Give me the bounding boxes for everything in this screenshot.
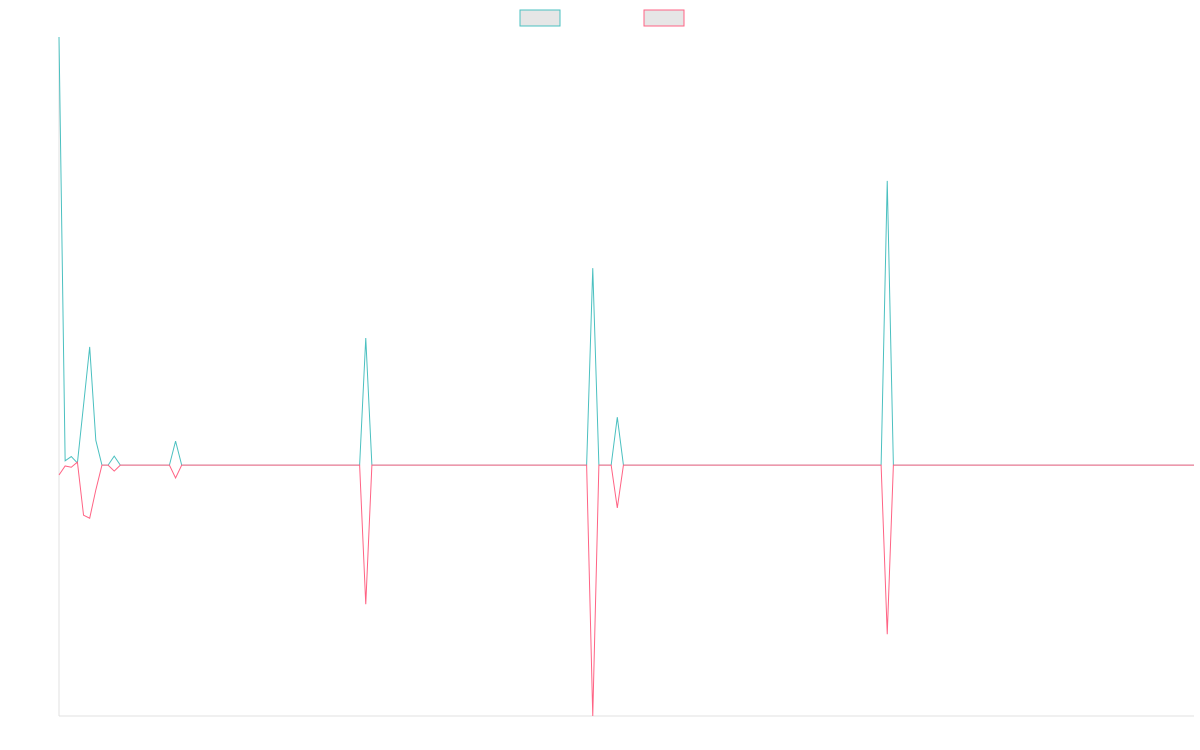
data-line [58, 461, 1194, 717]
data-line [58, 36, 1194, 466]
legend-swatch [519, 9, 561, 27]
legend-swatch [643, 9, 685, 27]
